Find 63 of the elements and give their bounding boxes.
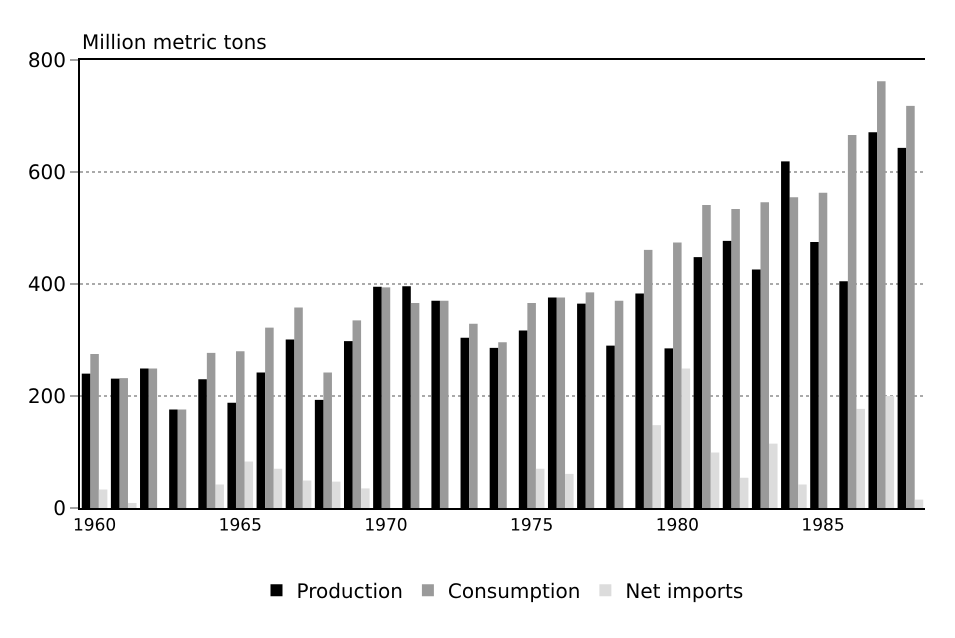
- x-tick-label: 1965: [218, 515, 262, 536]
- bar: [644, 250, 652, 508]
- legend-label: Consumption: [448, 579, 580, 604]
- bar: [498, 342, 507, 508]
- bar: [906, 106, 915, 508]
- x-tick-label: 1985: [801, 515, 845, 536]
- y-tick-label: 200: [28, 384, 66, 408]
- bar: [469, 324, 478, 508]
- bar: [536, 468, 544, 508]
- bar: [332, 482, 340, 508]
- bar: [856, 408, 865, 508]
- bar: [148, 368, 158, 508]
- bar: [556, 297, 566, 508]
- bar: [236, 351, 245, 508]
- bar: [302, 480, 312, 508]
- y-axis-title: Million metric tons: [82, 30, 267, 54]
- bar: [673, 242, 682, 508]
- y-tick-label: 800: [28, 48, 66, 72]
- bar: [769, 444, 778, 508]
- y-tick-label: 600: [28, 160, 66, 184]
- bar: [352, 320, 362, 508]
- bar: [848, 135, 856, 508]
- bar: [702, 205, 711, 508]
- bar: [98, 490, 108, 508]
- bar: [382, 287, 390, 508]
- bar: [614, 300, 624, 508]
- bar: [410, 303, 420, 508]
- bar: [798, 484, 807, 508]
- bar: [760, 202, 770, 508]
- bar: [886, 396, 894, 508]
- legend-label: Production: [296, 579, 403, 604]
- bar: [215, 484, 224, 508]
- bar: [128, 502, 137, 508]
- bar: [877, 81, 886, 508]
- bar: [440, 300, 448, 508]
- bar: [265, 328, 274, 508]
- y-tick-label: 0: [53, 496, 66, 520]
- x-tick-label: 1960: [72, 515, 116, 536]
- x-tick-label: 1975: [510, 515, 554, 536]
- bar: [914, 500, 924, 508]
- bar: [361, 488, 370, 508]
- bar: [790, 197, 798, 508]
- bar: [90, 354, 99, 508]
- legend-label: Net imports: [625, 579, 744, 604]
- bar: [565, 474, 574, 508]
- bar: [740, 478, 748, 508]
- bar: [682, 368, 690, 508]
- bar: [323, 372, 332, 508]
- x-tick-label: 1970: [364, 515, 408, 536]
- bar: [294, 308, 303, 508]
- bar: [652, 425, 662, 508]
- bar: [586, 292, 594, 508]
- x-tick-label: 1980: [656, 515, 699, 536]
- bar: [710, 452, 720, 508]
- bar: [206, 352, 216, 508]
- bar: [274, 468, 282, 508]
- bar: [527, 303, 536, 508]
- bar: [119, 378, 128, 508]
- bar: [731, 208, 740, 508]
- y-tick-label: 400: [28, 272, 66, 296]
- bar: [818, 192, 828, 508]
- bar: [244, 462, 254, 508]
- bar: [178, 409, 186, 508]
